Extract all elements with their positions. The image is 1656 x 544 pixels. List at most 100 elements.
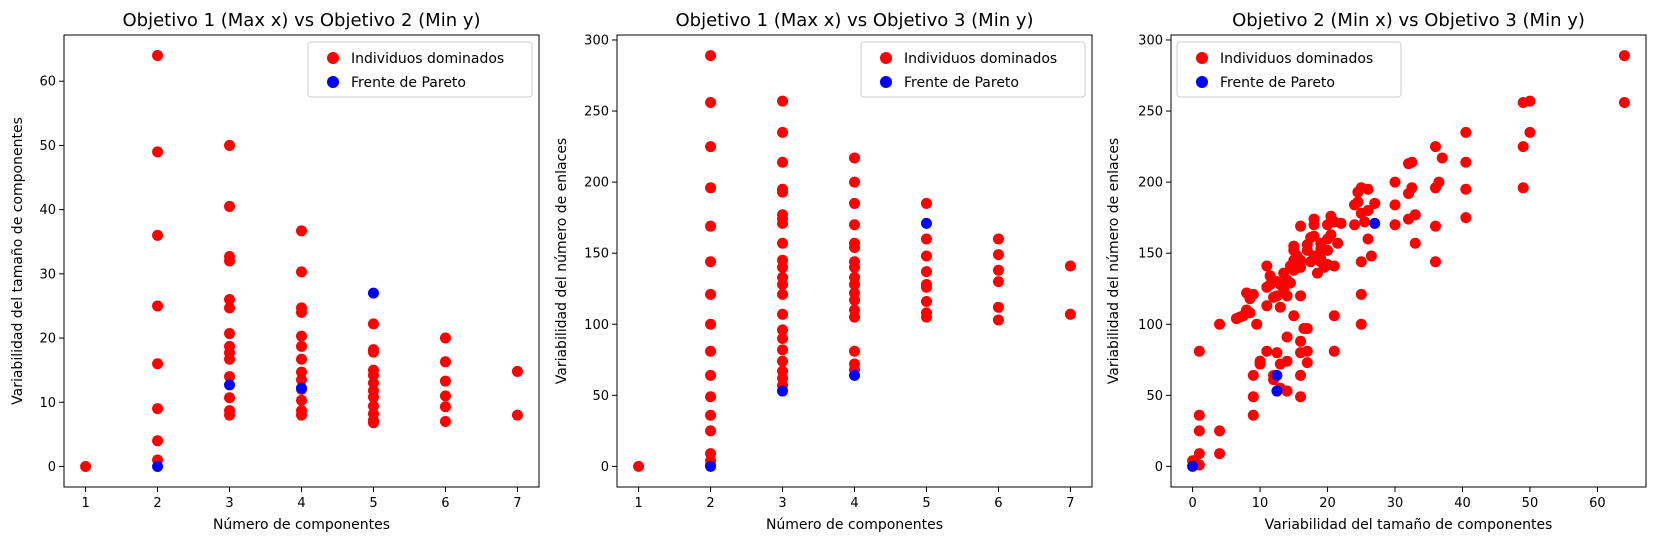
dominated-point (80, 460, 92, 472)
pareto-point (849, 369, 860, 381)
dominated-point (992, 264, 1004, 276)
x-tick-label: 50 (1522, 496, 1539, 511)
dominated-point (296, 225, 307, 237)
legend-label-dominated: Individuos dominados (904, 51, 1057, 67)
legend: Individuos dominados Frente de Pareto (1176, 41, 1402, 98)
dominated-point (920, 250, 932, 262)
dominated-point (705, 318, 717, 330)
y-tick-label: 200 (584, 176, 609, 191)
y-tick-label: 250 (584, 105, 609, 120)
dominated-point (1433, 176, 1445, 188)
dominated-point (1281, 355, 1293, 367)
panel-1: 1 2 3 4 5 6 7 0 10 20 30 40 50 60 Objetivo 1 (Max x)… (10, 10, 540, 533)
dominated-point (296, 306, 307, 318)
dominated-point (777, 288, 789, 300)
dominated-point (1362, 183, 1374, 195)
dominated-point (1244, 307, 1256, 319)
legend-marker-pareto (1196, 76, 1208, 88)
dominated-point (1214, 448, 1226, 460)
x-tick-label: 20 (1319, 496, 1336, 511)
dominated-point (777, 261, 789, 273)
legend-label-dominated: Individuos dominados (351, 51, 504, 67)
dominated-point (1618, 50, 1630, 62)
y-tick-label: 250 (1138, 105, 1163, 120)
dominated-point (1295, 391, 1307, 403)
y-tick-label: 0 (1155, 460, 1163, 475)
dominated-point (367, 417, 379, 429)
dominated-point (1359, 216, 1371, 228)
dominated-point (1322, 244, 1334, 256)
dominated-point (1247, 288, 1259, 300)
dominated-point (439, 332, 451, 344)
chart-title: Objetivo 1 (Max x) vs Objetivo 2 (Min y) (122, 10, 480, 31)
dominated-point (1261, 260, 1273, 272)
y-tick-label: 150 (1138, 247, 1163, 262)
x-axis-label: Número de componentes (213, 517, 390, 533)
dominated-point (1301, 323, 1313, 335)
legend-box (1176, 41, 1402, 98)
y-tick-label: 20 (39, 332, 56, 347)
dominated-point (439, 375, 451, 387)
dominated-point (777, 344, 789, 356)
dominated-point (992, 233, 1004, 245)
dominated-point (1295, 220, 1307, 232)
y-tick-label: 200 (1138, 176, 1163, 191)
dominated-point (367, 346, 379, 358)
dominated-point (367, 391, 379, 403)
x-tick-label: 7 (513, 496, 521, 511)
dominated-point (1325, 229, 1337, 241)
dominated-point (705, 345, 717, 357)
dominated-point (1349, 219, 1361, 231)
dominated-point (1064, 308, 1076, 320)
legend-label-pareto: Frente de Pareto (904, 75, 1019, 91)
dominated-point (920, 281, 932, 293)
dominated-point (849, 219, 860, 231)
x-tick-label: 0 (1188, 496, 1196, 511)
dominated-point (1281, 385, 1293, 397)
dominated-point (439, 401, 451, 413)
legend-marker-pareto (880, 76, 892, 88)
chart-title: Objetivo 1 (Max x) vs Objetivo 3 (Min y) (675, 10, 1033, 31)
dominated-point (1460, 212, 1472, 224)
dominated-point (1335, 217, 1347, 229)
y-tick-label: 150 (584, 247, 609, 262)
y-tick-label: 50 (39, 139, 56, 154)
dominated-point (777, 217, 789, 229)
dominated-point (152, 50, 164, 62)
dominated-point (1355, 288, 1367, 300)
dominated-point (705, 425, 717, 437)
dominated-point (439, 390, 451, 402)
y-tick-label: 60 (39, 75, 56, 90)
dominated-point (705, 409, 717, 421)
dominated-point (296, 340, 307, 352)
x-tick-label: 3 (225, 496, 233, 511)
dominated-point (849, 278, 860, 290)
x-tick-label: 40 (1454, 496, 1471, 511)
legend: Individuos dominados Frente de Pareto (860, 41, 1086, 98)
dominated-point (152, 300, 164, 312)
legend-label-pareto: Frente de Pareto (1220, 75, 1335, 91)
dominated-point (849, 197, 860, 209)
dominated-point (992, 249, 1004, 261)
dominated-point (1214, 318, 1226, 330)
dominated-point (777, 355, 789, 367)
dominated-point (296, 394, 307, 406)
x-tick-label: 4 (297, 496, 305, 511)
pareto-point (1271, 369, 1283, 381)
dominated-point (511, 365, 523, 377)
pareto-point (1271, 385, 1283, 397)
dominated-point (296, 374, 307, 386)
dominated-point (1355, 256, 1367, 268)
x-tick-label: 3 (778, 496, 786, 511)
dominated-point (1389, 219, 1401, 231)
dominated-point (1406, 156, 1418, 168)
dominated-point (152, 435, 164, 447)
dominated-point (705, 288, 717, 300)
dominated-point (1409, 209, 1421, 221)
x-tick-label: 2 (153, 496, 161, 511)
dominated-point (296, 366, 307, 378)
dominated-point (152, 229, 164, 241)
dominated-point (1517, 182, 1529, 194)
dominated-point (777, 95, 789, 107)
